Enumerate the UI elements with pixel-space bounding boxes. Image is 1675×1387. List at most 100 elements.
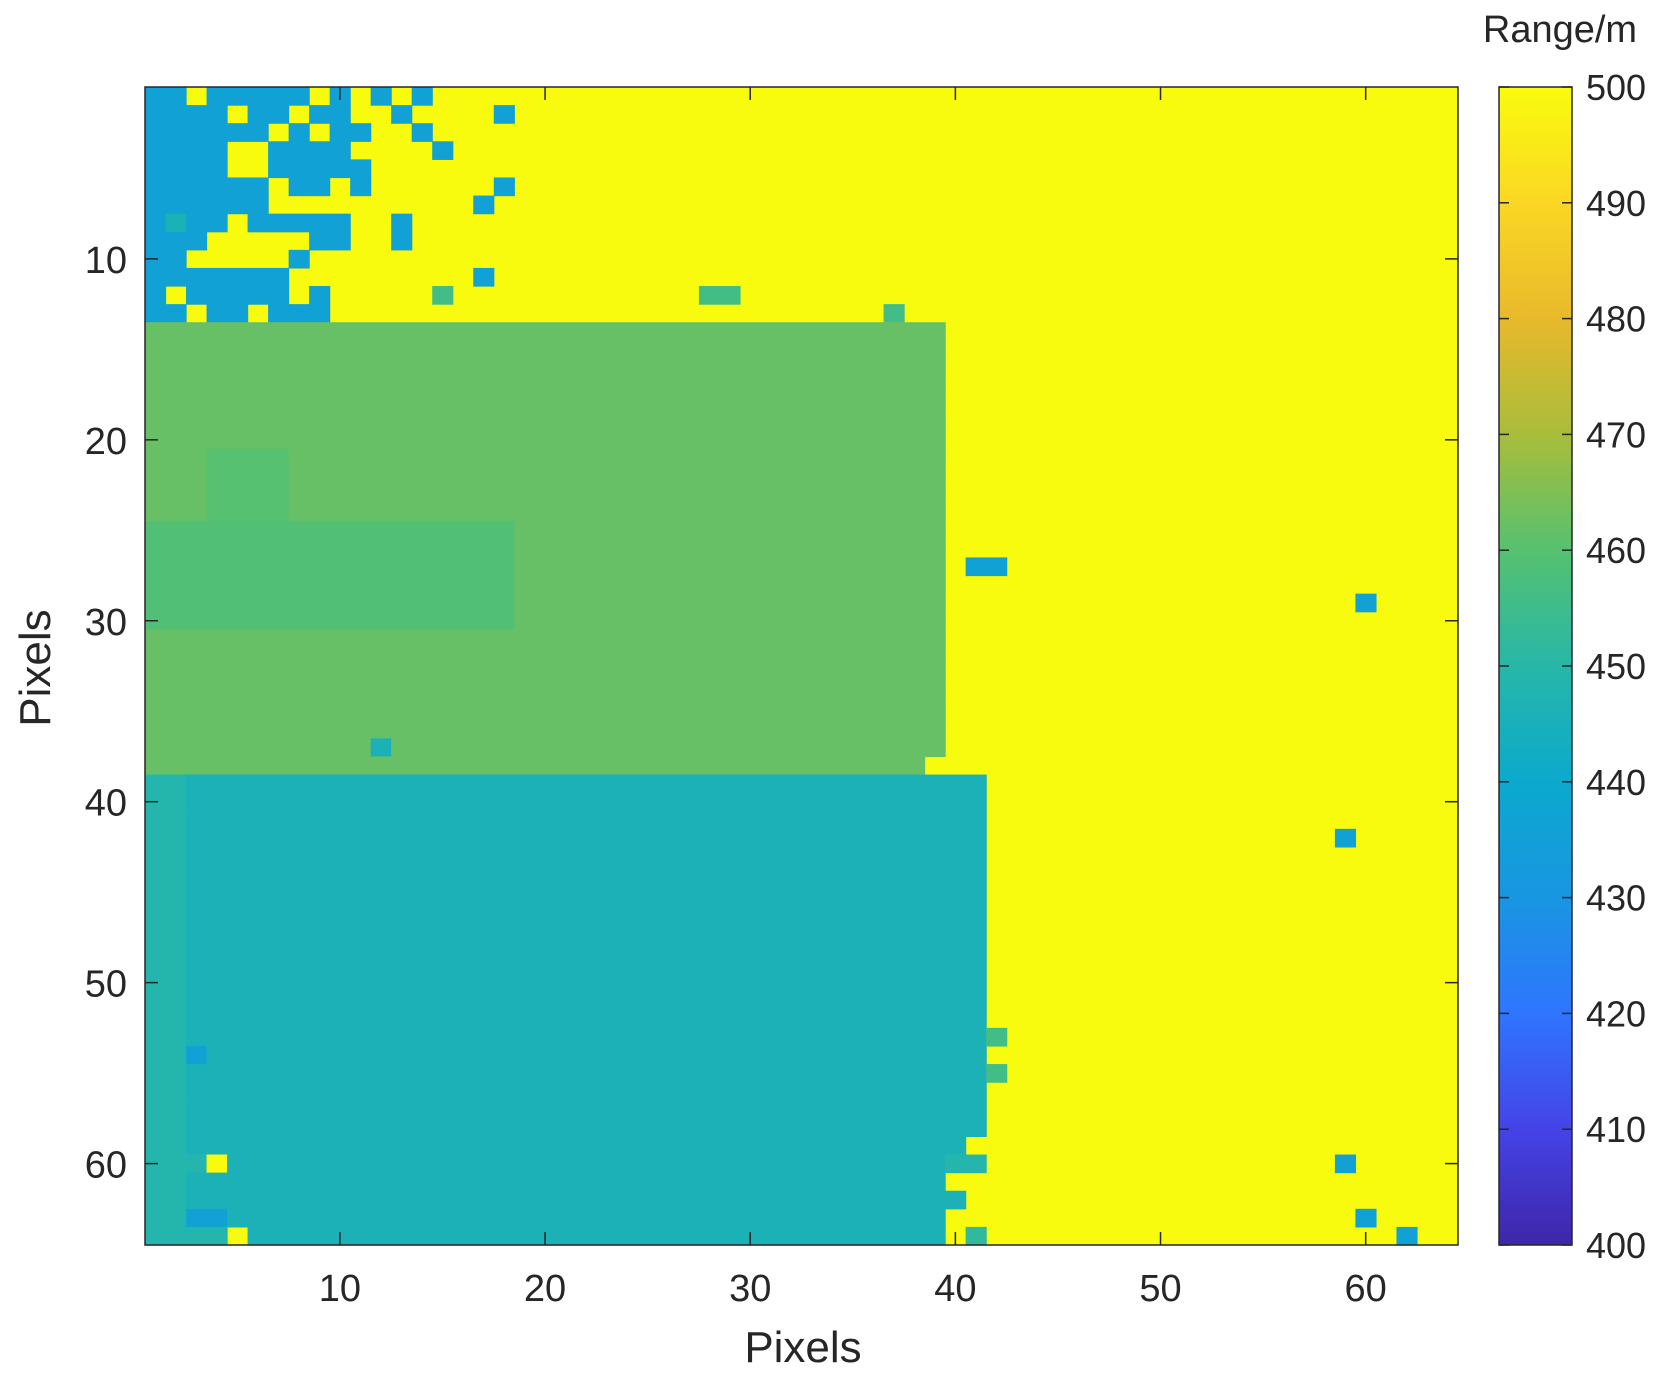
- heatmap-cell: [145, 756, 926, 776]
- heatmap-cell: [329, 213, 351, 233]
- heatmap-cell: [145, 123, 269, 142]
- heatmap-cell: [391, 213, 413, 233]
- x-tick-label: 10: [319, 1268, 361, 1310]
- heatmap-cell: [411, 87, 433, 106]
- heatmap-cell: [206, 503, 290, 522]
- heatmap-cell: [145, 448, 208, 468]
- heatmap-cell: [186, 1100, 987, 1119]
- heatmap-cell: [186, 1190, 946, 1210]
- heatmap-cell: [186, 937, 987, 957]
- heatmap-cell: [165, 267, 290, 287]
- colorbar: 400 410 420 430 440 450 460 470 480 490 500: [1498, 67, 1646, 1266]
- heatmap-cell: [145, 666, 946, 685]
- heatmap-cell: [145, 647, 946, 667]
- colorbar-tick-label: 460: [1586, 530, 1646, 571]
- heatmap-cell: [145, 358, 946, 378]
- heatmap-cell: [288, 177, 331, 197]
- heatmap-cell: [145, 738, 372, 758]
- heatmap-cells: [145, 87, 1458, 1246]
- heatmap-cell: [268, 141, 331, 160]
- heatmap-cell: [247, 213, 310, 233]
- heatmap-cell: [145, 919, 187, 938]
- heatmap-cell: [965, 1226, 987, 1246]
- heatmap-cell: [145, 87, 187, 106]
- heatmap-cell: [1355, 593, 1377, 613]
- heatmap-cell: [186, 1064, 987, 1083]
- heatmap-cell: [883, 304, 905, 323]
- heatmap-cell: [288, 466, 946, 486]
- heatmap-cell: [309, 159, 331, 179]
- heatmap-cell: [288, 448, 946, 468]
- heatmap-cell: [186, 865, 987, 884]
- heatmap-cell: [1396, 1226, 1418, 1246]
- colorbar-tick-label: 480: [1586, 299, 1646, 340]
- heatmap-cell: [145, 557, 515, 577]
- heatmap-cell: [145, 376, 946, 396]
- heatmap-cell: [186, 973, 987, 993]
- heatmap-cell: [145, 159, 187, 179]
- heatmap-cell: [350, 177, 372, 197]
- heatmap-cell: [145, 1172, 187, 1192]
- heatmap-cell: [145, 485, 208, 504]
- heatmap-cell: [268, 304, 290, 323]
- heatmap-cell: [145, 1045, 187, 1065]
- heatmap-cell: [186, 1009, 987, 1029]
- heatmap-cell: [145, 1009, 187, 1029]
- y-tick-label: 50: [85, 964, 127, 1006]
- heatmap-cell: [473, 195, 495, 215]
- heatmap-cell: [145, 1027, 187, 1047]
- heatmap-cell: [145, 720, 946, 739]
- heatmap-cell: [370, 87, 392, 106]
- heatmap-cell: [206, 1154, 228, 1174]
- colorbar-ticks: 400 410 420 430 440 450 460 470 480 490 500: [1499, 67, 1646, 1266]
- heatmap-cell: [145, 105, 228, 124]
- heatmap-cell: [145, 1100, 187, 1119]
- heatmap-cell: [309, 105, 331, 124]
- heatmap-cell: [206, 448, 290, 468]
- colorbar-tick-label: 440: [1586, 762, 1646, 803]
- heatmap-cell: [145, 340, 946, 359]
- heatmap-cell: [186, 792, 987, 812]
- heatmap-cell: [145, 412, 946, 432]
- heatmap-cell: [145, 1190, 187, 1210]
- heatmap-cell: [945, 1190, 967, 1210]
- heatmap-cell: [186, 810, 987, 830]
- colorbar-tick-label: 410: [1586, 1109, 1646, 1150]
- heatmap-cell: [145, 810, 187, 830]
- heatmap-cell: [145, 249, 187, 269]
- heatmap-cell: [206, 1045, 987, 1065]
- heatmap-cell: [986, 1064, 1008, 1083]
- heatmap-cell: [514, 521, 946, 540]
- heatmap-cell: [247, 1226, 946, 1246]
- heatmap-cell: [309, 231, 351, 251]
- heatmap-cell: [186, 991, 987, 1011]
- heatmap-cell: [186, 955, 987, 975]
- heatmap-cell: [186, 1045, 208, 1065]
- heatmap-cell: [186, 286, 290, 305]
- heatmap-cell: [145, 304, 187, 323]
- heatmap-cell: [411, 123, 433, 142]
- heatmap-cell: [145, 991, 187, 1011]
- heatmap-cell: [145, 1082, 187, 1101]
- heatmap-cell: [945, 1154, 987, 1174]
- heatmap-cell: [186, 141, 228, 160]
- heatmap-cell: [145, 466, 208, 486]
- heatmap-cell: [145, 1136, 187, 1156]
- heatmap-cell: [145, 901, 187, 920]
- heatmap-cell: [329, 123, 372, 142]
- heatmap-cell: [514, 593, 946, 613]
- heatmap-cell: [145, 846, 187, 866]
- heatmap-cell: [145, 955, 187, 975]
- heatmap-cell: [186, 774, 987, 794]
- heatmap-cell: [186, 1154, 208, 1174]
- heatmap-cell: [268, 159, 310, 179]
- heatmap-cell: [145, 394, 946, 414]
- y-tick-label: 20: [85, 421, 127, 463]
- heatmap-cell: [145, 629, 946, 649]
- heatmap-cell: [186, 1136, 967, 1156]
- heatmap-cell: [309, 213, 331, 233]
- colorbar-tick-label: 500: [1586, 67, 1646, 108]
- heatmap-cell: [288, 123, 310, 142]
